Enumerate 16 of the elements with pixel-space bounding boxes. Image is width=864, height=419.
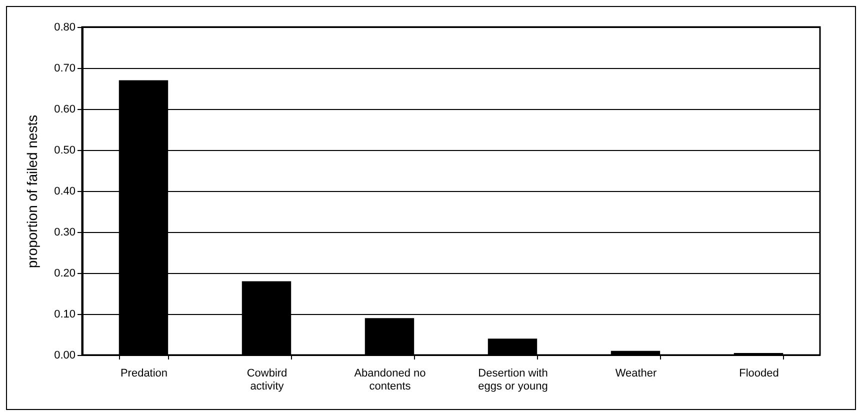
x-tick-label: Weather	[615, 368, 658, 380]
x-tick-label: Flooded	[739, 368, 779, 380]
y-tick-label: 0.80	[54, 22, 76, 34]
y-axis-title: proportion of failed nests	[24, 114, 40, 268]
y-tick-label: 0.30	[54, 226, 76, 238]
x-tick-label: Cowbird activity	[246, 368, 288, 392]
y-tick-label: 0.50	[54, 144, 76, 156]
x-tick-label: Desertion with eggs or young	[478, 368, 548, 392]
x-tick-label: Predation	[120, 368, 168, 380]
y-tick-label: 0.40	[54, 186, 76, 198]
y-tick-label: 0.20	[54, 268, 76, 280]
y-tick-label: 0.00	[54, 350, 76, 362]
x-tick-label: Abandoned no contents	[354, 368, 426, 392]
y-tick-label: 0.10	[54, 308, 76, 320]
y-tick-label: 0.60	[54, 104, 76, 116]
y-tick-label: 0.70	[54, 62, 76, 74]
